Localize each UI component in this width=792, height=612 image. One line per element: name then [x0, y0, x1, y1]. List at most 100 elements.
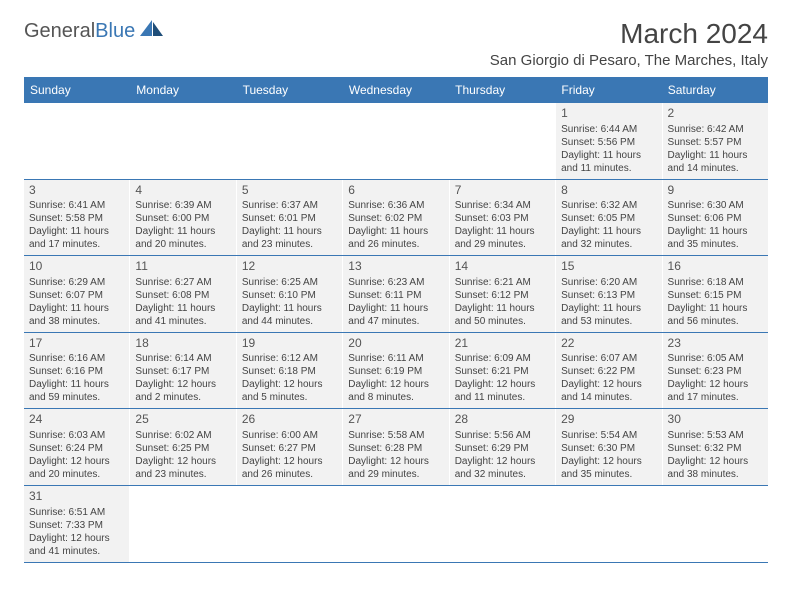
day-info-line: Sunset: 6:22 PM: [561, 365, 656, 378]
day-cell: [130, 486, 236, 562]
day-info-line: Sunset: 7:33 PM: [29, 519, 124, 532]
day-info-line: Daylight: 11 hours: [135, 225, 230, 238]
day-info-line: Daylight: 12 hours: [29, 455, 124, 468]
day-info-line: Sunrise: 6:02 AM: [135, 429, 230, 442]
day-info-line: Sunset: 6:30 PM: [561, 442, 656, 455]
day-number: 5: [242, 183, 337, 199]
day-info-line: Sunrise: 6:14 AM: [135, 352, 230, 365]
day-info-line: and 23 minutes.: [135, 468, 230, 481]
day-info-line: Sunrise: 6:16 AM: [29, 352, 124, 365]
day-info-line: and 11 minutes.: [455, 391, 550, 404]
day-number: 7: [455, 183, 550, 199]
day-info-line: Sunset: 6:17 PM: [135, 365, 230, 378]
day-info-line: and 32 minutes.: [455, 468, 550, 481]
day-header-cell: Sunday: [24, 77, 130, 103]
day-info-line: Daylight: 12 hours: [348, 455, 443, 468]
day-info-line: and 38 minutes.: [29, 315, 124, 328]
day-number: 18: [135, 336, 230, 352]
day-cell: 2Sunrise: 6:42 AMSunset: 5:57 PMDaylight…: [663, 103, 768, 179]
day-cell: 1Sunrise: 6:44 AMSunset: 5:56 PMDaylight…: [556, 103, 662, 179]
day-info-line: Sunrise: 5:58 AM: [348, 429, 443, 442]
day-header-cell: Monday: [130, 77, 236, 103]
day-number: 27: [348, 412, 443, 428]
day-info-line: Daylight: 11 hours: [29, 225, 124, 238]
day-info-line: Sunrise: 6:21 AM: [455, 276, 550, 289]
day-cell: 4Sunrise: 6:39 AMSunset: 6:00 PMDaylight…: [130, 180, 236, 256]
day-number: 30: [668, 412, 763, 428]
logo: GeneralBlue: [24, 18, 165, 44]
day-info-line: and 32 minutes.: [561, 238, 656, 251]
day-cell: [343, 486, 449, 562]
day-cell: [343, 103, 449, 179]
title-block: March 2024 San Giorgio di Pesaro, The Ma…: [490, 18, 768, 69]
day-info-line: and 14 minutes.: [561, 391, 656, 404]
day-cell: [663, 486, 768, 562]
day-info-line: and 11 minutes.: [561, 162, 656, 175]
day-info-line: Sunrise: 5:53 AM: [668, 429, 763, 442]
day-info-line: Sunrise: 6:09 AM: [455, 352, 550, 365]
day-info-line: and 20 minutes.: [135, 238, 230, 251]
day-info-line: Sunrise: 6:25 AM: [242, 276, 337, 289]
day-info-line: Sunset: 6:11 PM: [348, 289, 443, 302]
day-info-line: Sunset: 6:23 PM: [668, 365, 763, 378]
day-cell: 16Sunrise: 6:18 AMSunset: 6:15 PMDayligh…: [663, 256, 768, 332]
day-info-line: Sunset: 6:01 PM: [242, 212, 337, 225]
day-cell: [24, 103, 130, 179]
day-info-line: and 41 minutes.: [29, 545, 124, 558]
day-info-line: Sunset: 6:32 PM: [668, 442, 763, 455]
day-cell: 9Sunrise: 6:30 AMSunset: 6:06 PMDaylight…: [663, 180, 768, 256]
day-number: 25: [135, 412, 230, 428]
day-info-line: Sunset: 6:27 PM: [242, 442, 337, 455]
day-info-line: Sunrise: 6:36 AM: [348, 199, 443, 212]
week-row: 10Sunrise: 6:29 AMSunset: 6:07 PMDayligh…: [24, 256, 768, 333]
day-info-line: and 35 minutes.: [561, 468, 656, 481]
day-number: 31: [29, 489, 124, 505]
day-header-cell: Friday: [555, 77, 661, 103]
day-info-line: Daylight: 11 hours: [242, 225, 337, 238]
day-info-line: and 8 minutes.: [348, 391, 443, 404]
day-info-line: Sunrise: 6:03 AM: [29, 429, 124, 442]
day-number: 4: [135, 183, 230, 199]
day-info-line: Sunrise: 6:12 AM: [242, 352, 337, 365]
day-cell: 12Sunrise: 6:25 AMSunset: 6:10 PMDayligh…: [237, 256, 343, 332]
day-info-line: Sunset: 6:00 PM: [135, 212, 230, 225]
day-info-line: Sunrise: 6:44 AM: [561, 123, 656, 136]
day-info-line: Sunset: 6:15 PM: [668, 289, 763, 302]
day-cell: 26Sunrise: 6:00 AMSunset: 6:27 PMDayligh…: [237, 409, 343, 485]
day-number: 2: [668, 106, 763, 122]
day-number: 15: [561, 259, 656, 275]
day-number: 26: [242, 412, 337, 428]
day-info-line: and 50 minutes.: [455, 315, 550, 328]
day-info-line: Sunrise: 5:54 AM: [561, 429, 656, 442]
day-number: 10: [29, 259, 124, 275]
day-info-line: Sunset: 6:05 PM: [561, 212, 656, 225]
day-info-line: and 59 minutes.: [29, 391, 124, 404]
day-header-cell: Tuesday: [237, 77, 343, 103]
day-info-line: and 2 minutes.: [135, 391, 230, 404]
day-info-line: Daylight: 11 hours: [668, 302, 763, 315]
day-info-line: Daylight: 12 hours: [455, 378, 550, 391]
day-info-line: Sunset: 6:16 PM: [29, 365, 124, 378]
day-number: 17: [29, 336, 124, 352]
day-number: 22: [561, 336, 656, 352]
day-info-line: Daylight: 12 hours: [668, 455, 763, 468]
day-cell: 10Sunrise: 6:29 AMSunset: 6:07 PMDayligh…: [24, 256, 130, 332]
month-title: March 2024: [490, 18, 768, 50]
day-info-line: Sunrise: 6:05 AM: [668, 352, 763, 365]
day-info-line: Sunset: 6:02 PM: [348, 212, 443, 225]
day-info-line: and 20 minutes.: [29, 468, 124, 481]
day-info-line: Daylight: 12 hours: [135, 378, 230, 391]
day-cell: 21Sunrise: 6:09 AMSunset: 6:21 PMDayligh…: [450, 333, 556, 409]
day-cell: 6Sunrise: 6:36 AMSunset: 6:02 PMDaylight…: [343, 180, 449, 256]
day-cell: 31Sunrise: 6:51 AMSunset: 7:33 PMDayligh…: [24, 486, 130, 562]
day-info-line: Sunset: 6:29 PM: [455, 442, 550, 455]
day-info-line: Sunset: 6:13 PM: [561, 289, 656, 302]
day-info-line: Sunset: 6:24 PM: [29, 442, 124, 455]
day-info-line: and 41 minutes.: [135, 315, 230, 328]
day-header-cell: Saturday: [662, 77, 768, 103]
day-info-line: and 14 minutes.: [668, 162, 763, 175]
day-cell: 14Sunrise: 6:21 AMSunset: 6:12 PMDayligh…: [450, 256, 556, 332]
day-info-line: Sunrise: 6:37 AM: [242, 199, 337, 212]
day-number: 9: [668, 183, 763, 199]
day-header-cell: Wednesday: [343, 77, 449, 103]
